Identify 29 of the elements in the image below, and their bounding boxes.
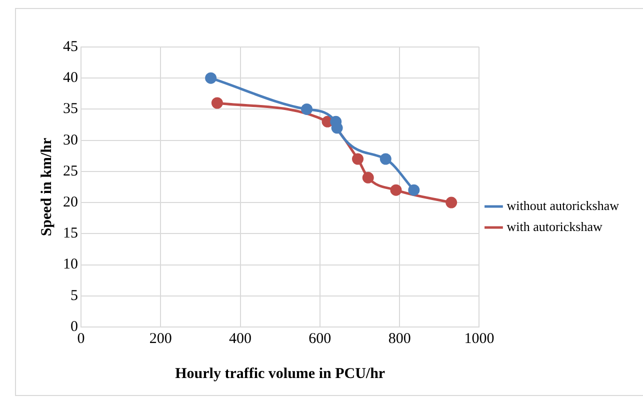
point [362, 172, 374, 184]
legend-label: without autorickshaw [506, 198, 620, 213]
point [205, 72, 217, 84]
y-tick-label: 20 [63, 194, 78, 210]
y-axis-title: Speed in km/hr [38, 137, 55, 236]
y-tick-label: 25 [63, 163, 78, 180]
point [331, 122, 343, 134]
y-tick-label: 45 [63, 38, 78, 55]
point [301, 103, 313, 115]
point [446, 196, 458, 208]
x-tick-label: 200 [149, 330, 172, 347]
x-tick-label: 800 [388, 330, 411, 347]
point [380, 153, 392, 165]
y-tick-label: 5 [70, 288, 78, 304]
y-tick-label: 30 [63, 132, 78, 148]
point [211, 97, 223, 109]
y-tick-label: 40 [63, 70, 78, 86]
y-tick-label: 15 [63, 226, 78, 242]
x-axis-title: Hourly traffic volume in PCU/hr [175, 366, 386, 382]
point [352, 153, 364, 165]
x-tick-label: 400 [229, 330, 252, 347]
legend-label: with autorickshaw [506, 218, 603, 234]
point [408, 184, 420, 196]
y-tick-label: 10 [63, 256, 78, 273]
point [390, 184, 402, 196]
y-tick-label: 0 [70, 318, 78, 335]
x-tick-label: 600 [308, 330, 332, 347]
y-tick-label: 35 [63, 101, 78, 118]
x-tick-label: 1000 [464, 330, 494, 347]
